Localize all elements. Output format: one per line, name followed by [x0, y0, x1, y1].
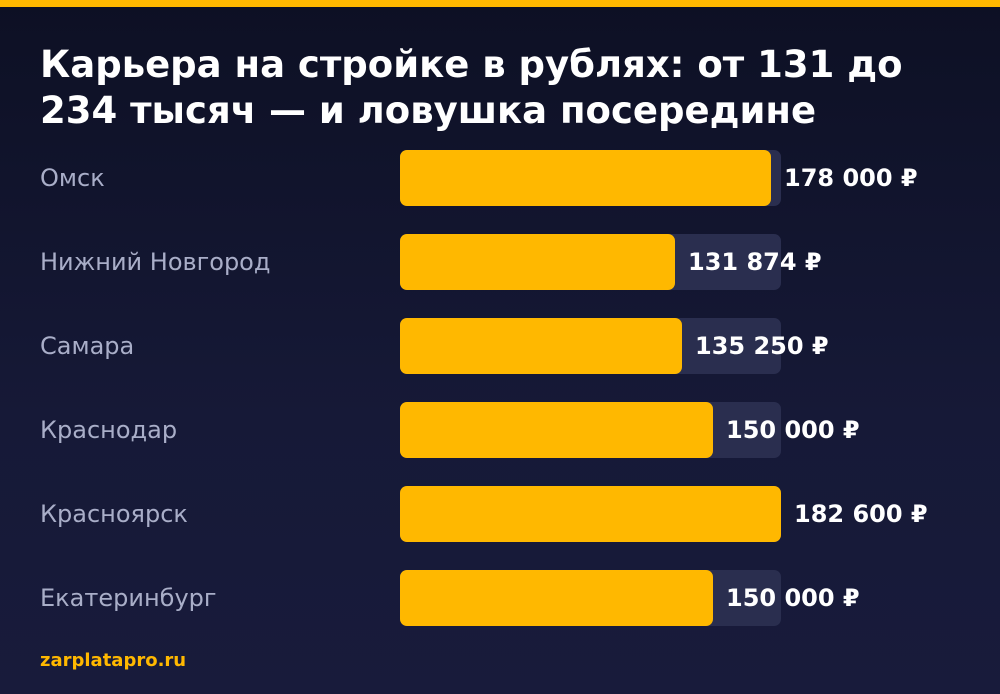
bar-row: Омск 178 000 ₽ — [0, 150, 1000, 206]
value-label: 135 250 ₽ — [695, 332, 829, 360]
bar — [400, 150, 771, 206]
value-label: 182 600 ₽ — [794, 500, 928, 528]
bar-row: Екатеринбург 150 000 ₽ — [0, 570, 1000, 626]
bar-row: Самара 135 250 ₽ — [0, 318, 1000, 374]
top-accent-strip — [0, 0, 1000, 7]
bar — [400, 234, 675, 290]
value-label: 150 000 ₽ — [726, 584, 860, 612]
category-label: Нижний Новгород — [40, 248, 271, 276]
value-label: 150 000 ₽ — [726, 416, 860, 444]
value-label: 131 874 ₽ — [688, 248, 822, 276]
bar — [400, 486, 781, 542]
bar-row: Нижний Новгород 131 874 ₽ — [0, 234, 1000, 290]
bar-row: Краснодар 150 000 ₽ — [0, 402, 1000, 458]
category-label: Самара — [40, 332, 135, 360]
category-label: Красноярск — [40, 500, 188, 528]
category-label: Екатеринбург — [40, 584, 217, 612]
source-label: zarplatapro.ru — [40, 650, 187, 671]
bar — [400, 318, 682, 374]
page-title: Карьера на стройке в рублях: от 131 до 2… — [40, 43, 903, 132]
value-label: 178 000 ₽ — [784, 164, 918, 192]
bar-row: Красноярск 182 600 ₽ — [0, 486, 1000, 542]
category-label: Омск — [40, 164, 105, 192]
bar — [400, 570, 713, 626]
bar — [400, 402, 713, 458]
category-label: Краснодар — [40, 416, 178, 444]
